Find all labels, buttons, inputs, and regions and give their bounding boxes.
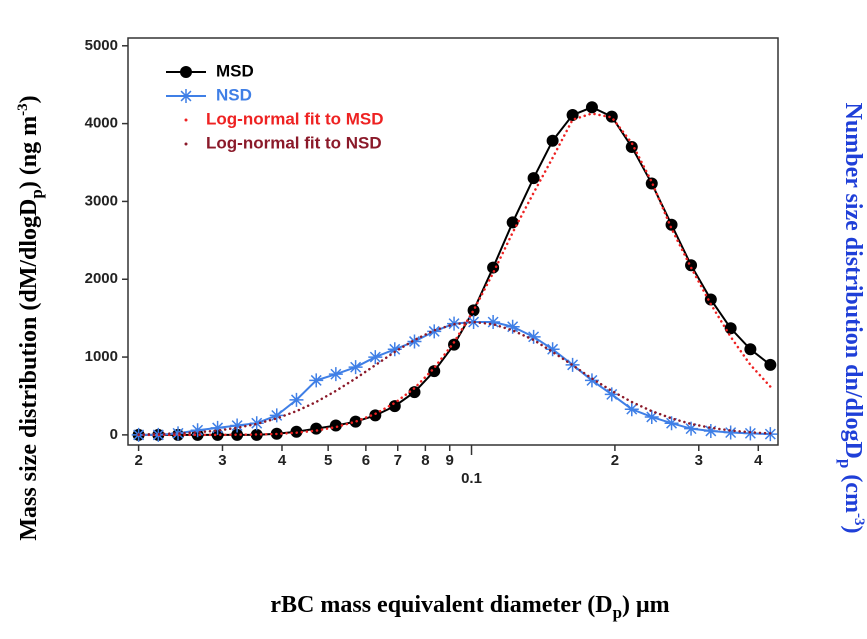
y-axis-title-sup: -3 — [15, 103, 31, 116]
data-point — [428, 365, 441, 378]
y-tick-label: 3000 — [85, 192, 118, 209]
y2-axis-title: Number size distribution dn/dlogDp (cm-3… — [836, 103, 867, 534]
y-axis-title-part: Mass size distribution (dM/dlogD — [16, 199, 42, 541]
data-point — [545, 342, 560, 357]
data-point — [684, 421, 699, 436]
data-point — [269, 408, 284, 423]
data-point — [230, 418, 245, 433]
legend-swatch — [184, 118, 188, 122]
x-tick-label: 4 — [754, 452, 763, 469]
legend-marker — [179, 89, 193, 103]
x-tick-label: 2 — [611, 452, 619, 469]
data-point — [744, 343, 757, 356]
y2-axis-title-part: (cm — [840, 468, 866, 513]
series-line — [137, 112, 772, 437]
y-axis-title: Mass size distribution (dM/dlogDp) (ng m… — [15, 95, 46, 540]
x-axis-title-part: ) μm — [622, 592, 670, 618]
y-tick-label: 5000 — [85, 37, 118, 54]
legend-swatch — [184, 142, 188, 146]
data-point — [467, 304, 480, 317]
data-point — [704, 293, 717, 306]
data-point — [724, 322, 737, 335]
data-point — [310, 422, 323, 435]
legend-label: Log-normal fit to MSD — [206, 109, 384, 128]
data-point — [644, 409, 659, 424]
data-point — [625, 140, 638, 153]
data-point — [190, 423, 205, 438]
data-point — [487, 261, 500, 274]
data-point — [664, 416, 679, 431]
data-point — [408, 386, 421, 399]
x-tick-label: 3 — [695, 452, 703, 469]
data-point — [231, 428, 244, 441]
data-point — [566, 109, 579, 122]
x-tick-label: 2 — [134, 452, 142, 469]
data-point — [448, 338, 461, 351]
data-point — [605, 110, 618, 123]
data-point — [289, 392, 304, 407]
data-point — [368, 350, 383, 365]
x-tick-label: 5 — [324, 452, 332, 469]
data-point — [387, 342, 402, 357]
data-point — [645, 177, 658, 190]
y-tick-label: 0 — [110, 426, 118, 443]
y2-axis-title-sub: p — [836, 459, 855, 468]
data-point — [604, 387, 619, 402]
y-tick-label: 2000 — [85, 270, 118, 287]
data-point — [328, 367, 343, 382]
data-point — [624, 402, 639, 417]
y-tick-label: 1000 — [85, 348, 118, 365]
x-tick-label: 4 — [278, 452, 287, 469]
legend-label: MSD — [216, 61, 254, 80]
y-axis-title-sub: p — [27, 189, 46, 198]
x-tick-label: 0.1 — [461, 470, 482, 487]
series-line — [137, 320, 772, 436]
data-point — [171, 426, 186, 441]
data-point — [388, 400, 401, 413]
data-point — [585, 101, 598, 114]
data-point — [369, 409, 382, 422]
x-tick-label: 7 — [394, 452, 402, 469]
data-point — [527, 172, 540, 185]
x-tick-label: 9 — [446, 452, 454, 469]
data-point — [348, 360, 363, 375]
data-point — [249, 416, 264, 431]
x-axis-title-sub: p — [613, 603, 622, 622]
data-point — [210, 420, 225, 435]
legend-label: Log-normal fit to NSD — [206, 133, 382, 152]
data-point — [309, 373, 324, 388]
y-tick-label: 4000 — [85, 115, 118, 132]
data-point — [665, 218, 678, 231]
data-point — [584, 373, 599, 388]
data-point — [685, 259, 698, 272]
y2-axis-title-part: ) — [840, 525, 866, 533]
data-point — [505, 319, 520, 334]
x-tick-label: 3 — [218, 452, 226, 469]
data-point — [703, 423, 718, 438]
data-point — [486, 315, 501, 330]
data-point — [427, 324, 442, 339]
data-point — [723, 425, 738, 440]
y2-axis-title-sup: -3 — [851, 513, 867, 526]
x-axis-title-part: rBC mass equivalent diameter (D — [270, 592, 612, 618]
y-axis-title-part: ) (ng m — [16, 116, 42, 189]
data-point — [526, 329, 541, 344]
plot-frame — [127, 37, 779, 446]
legend-marker — [180, 66, 192, 78]
data-point — [764, 358, 777, 371]
data-point — [407, 334, 422, 349]
data-point — [329, 419, 342, 432]
series-line — [138, 106, 771, 436]
x-tick-label: 6 — [362, 452, 370, 469]
data-point — [546, 134, 559, 147]
y2-axis-title-part: Number size distribution dn/dlogD — [840, 103, 866, 459]
y-axis-title-part: ) — [16, 95, 42, 103]
x-tick-label: 8 — [421, 452, 429, 469]
x-axis-title: rBC mass equivalent diameter (Dp) μm — [270, 592, 669, 622]
legend-label: NSD — [216, 85, 252, 104]
